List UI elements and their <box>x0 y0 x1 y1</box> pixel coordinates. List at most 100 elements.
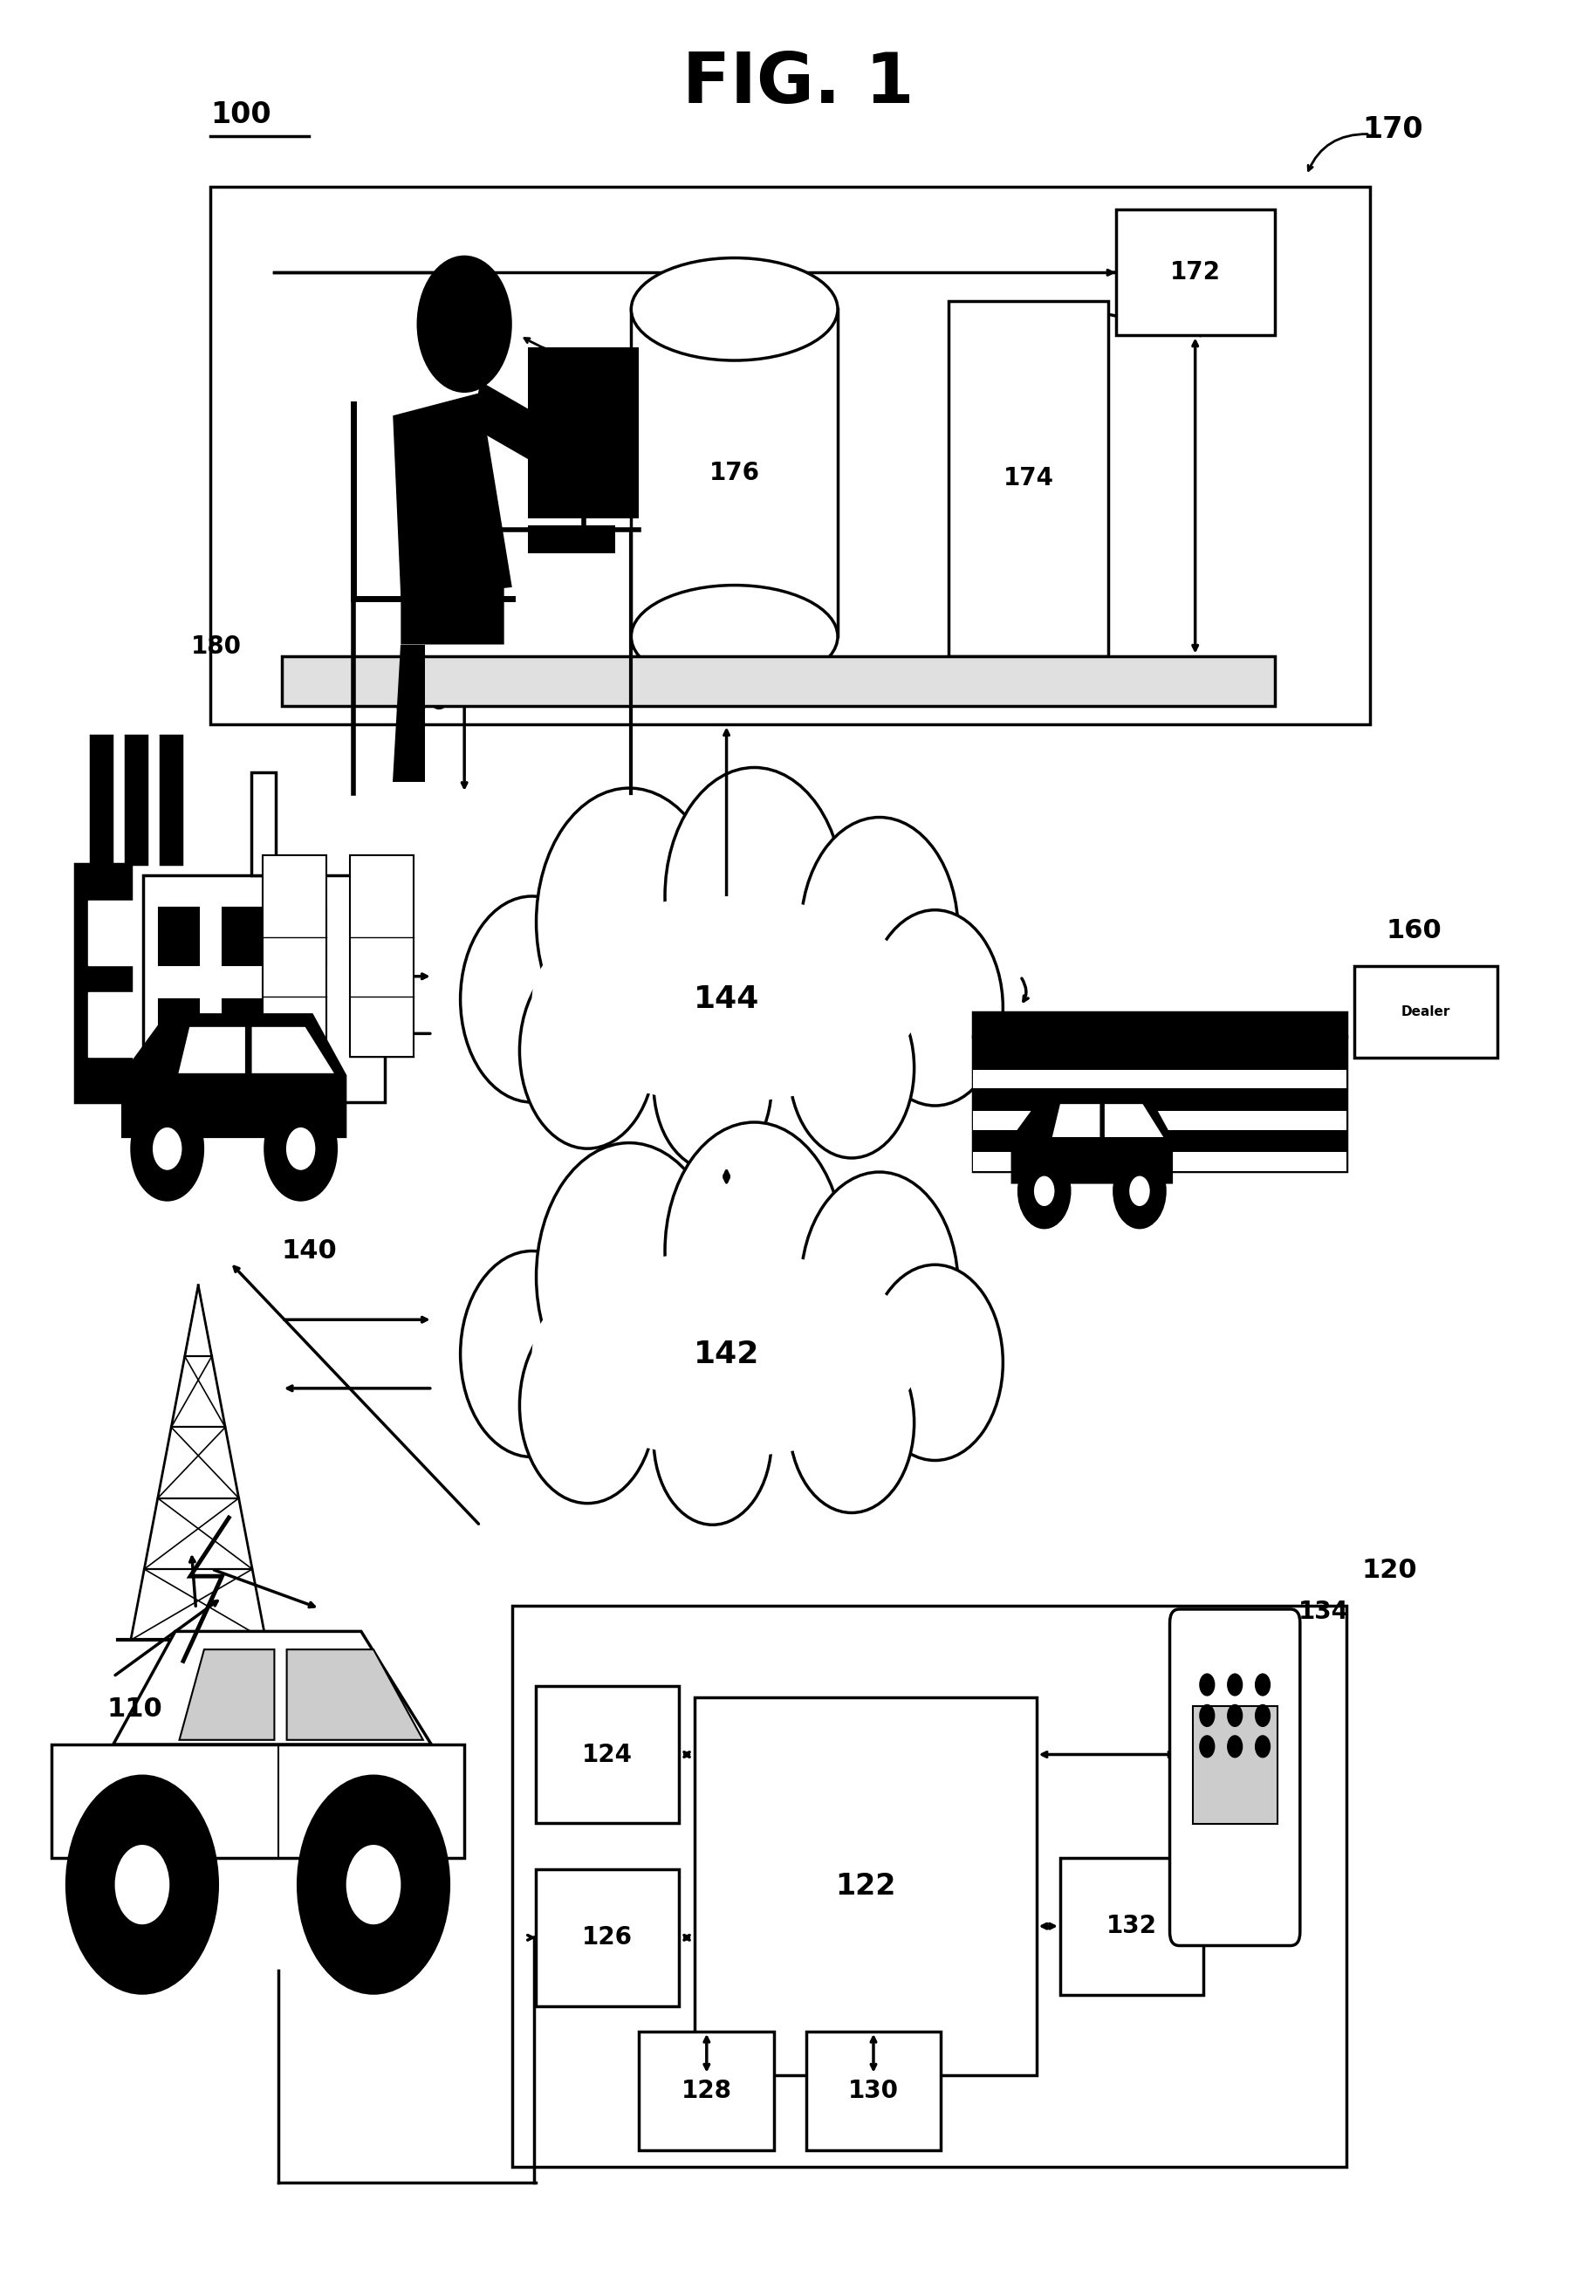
FancyBboxPatch shape <box>88 992 136 1056</box>
FancyBboxPatch shape <box>223 999 262 1056</box>
Polygon shape <box>51 1745 464 1857</box>
Circle shape <box>788 978 915 1157</box>
Polygon shape <box>401 576 504 645</box>
Circle shape <box>1254 1704 1270 1727</box>
Circle shape <box>654 1355 771 1525</box>
FancyBboxPatch shape <box>160 900 207 964</box>
Text: Dealer: Dealer <box>1401 1006 1451 1019</box>
FancyBboxPatch shape <box>211 186 1369 726</box>
FancyBboxPatch shape <box>223 907 262 964</box>
Circle shape <box>1199 1674 1215 1697</box>
Circle shape <box>536 1143 721 1410</box>
FancyBboxPatch shape <box>528 347 638 519</box>
FancyBboxPatch shape <box>160 992 207 1056</box>
Text: 176: 176 <box>709 461 760 484</box>
FancyBboxPatch shape <box>950 301 1108 657</box>
FancyBboxPatch shape <box>1060 1857 1203 1995</box>
FancyBboxPatch shape <box>630 310 838 636</box>
Text: 110: 110 <box>107 1697 163 1722</box>
Circle shape <box>867 1265 1002 1460</box>
Polygon shape <box>1012 1095 1171 1182</box>
Text: FIG. 1: FIG. 1 <box>681 51 915 117</box>
Text: 174: 174 <box>1002 466 1053 491</box>
FancyBboxPatch shape <box>536 1869 678 2007</box>
Circle shape <box>867 909 1002 1107</box>
Polygon shape <box>113 1632 431 1745</box>
Circle shape <box>1128 1176 1151 1208</box>
Text: 124: 124 <box>583 1743 632 1766</box>
FancyBboxPatch shape <box>262 854 326 1056</box>
Ellipse shape <box>630 257 838 360</box>
Circle shape <box>1018 1155 1069 1228</box>
Text: 172: 172 <box>1170 259 1221 285</box>
Polygon shape <box>393 393 512 599</box>
Circle shape <box>1033 1176 1055 1208</box>
Polygon shape <box>287 1649 423 1740</box>
Circle shape <box>67 1777 217 1993</box>
Circle shape <box>666 767 844 1024</box>
Circle shape <box>1227 1704 1243 1727</box>
Polygon shape <box>179 1649 275 1740</box>
Circle shape <box>460 895 603 1102</box>
Circle shape <box>460 1251 603 1458</box>
Circle shape <box>298 1777 448 1993</box>
Ellipse shape <box>531 1251 921 1458</box>
FancyBboxPatch shape <box>972 1111 1345 1130</box>
Ellipse shape <box>630 585 838 689</box>
FancyBboxPatch shape <box>126 737 147 863</box>
FancyBboxPatch shape <box>91 737 112 863</box>
FancyBboxPatch shape <box>536 1685 678 1823</box>
FancyBboxPatch shape <box>350 854 413 1056</box>
FancyBboxPatch shape <box>161 737 182 863</box>
FancyBboxPatch shape <box>972 1038 1345 1171</box>
FancyBboxPatch shape <box>1353 967 1497 1058</box>
Polygon shape <box>75 863 131 1102</box>
Circle shape <box>1114 1155 1165 1228</box>
Text: 144: 144 <box>694 985 760 1015</box>
Circle shape <box>1227 1736 1243 1759</box>
Circle shape <box>536 788 721 1056</box>
Polygon shape <box>123 1015 345 1137</box>
Text: 178: 178 <box>686 289 737 312</box>
Circle shape <box>1199 1704 1215 1727</box>
FancyBboxPatch shape <box>638 2032 774 2151</box>
Text: 122: 122 <box>835 1871 895 1901</box>
Circle shape <box>788 1332 915 1513</box>
Text: 120: 120 <box>1361 1557 1417 1582</box>
FancyBboxPatch shape <box>1192 1706 1277 1823</box>
Circle shape <box>520 953 656 1148</box>
FancyBboxPatch shape <box>160 907 200 964</box>
Circle shape <box>666 1123 844 1380</box>
Text: 140: 140 <box>281 1238 337 1263</box>
Circle shape <box>1199 1736 1215 1759</box>
Text: 142: 142 <box>694 1339 760 1368</box>
FancyBboxPatch shape <box>286 907 326 964</box>
Circle shape <box>801 1171 958 1398</box>
Circle shape <box>654 1001 771 1171</box>
Circle shape <box>113 1844 171 1926</box>
FancyBboxPatch shape <box>694 1697 1036 2076</box>
FancyBboxPatch shape <box>806 2032 942 2151</box>
FancyBboxPatch shape <box>1170 1609 1301 1945</box>
Polygon shape <box>1104 1104 1163 1137</box>
Polygon shape <box>252 1026 334 1072</box>
Circle shape <box>1227 1674 1243 1697</box>
FancyBboxPatch shape <box>88 900 136 964</box>
FancyBboxPatch shape <box>972 1013 1345 1038</box>
FancyBboxPatch shape <box>512 1605 1345 2167</box>
Polygon shape <box>393 645 425 783</box>
Circle shape <box>520 1309 656 1504</box>
Text: 134: 134 <box>1299 1600 1349 1626</box>
FancyBboxPatch shape <box>252 774 276 875</box>
Text: 180: 180 <box>192 634 243 659</box>
FancyBboxPatch shape <box>1116 209 1275 335</box>
Polygon shape <box>1052 1104 1100 1137</box>
Text: 160: 160 <box>1385 918 1441 944</box>
Circle shape <box>1254 1674 1270 1697</box>
Circle shape <box>1254 1736 1270 1759</box>
Text: 170: 170 <box>1361 115 1422 145</box>
Text: 128: 128 <box>681 2078 733 2103</box>
Circle shape <box>801 817 958 1045</box>
Polygon shape <box>472 381 600 496</box>
Circle shape <box>265 1097 337 1201</box>
